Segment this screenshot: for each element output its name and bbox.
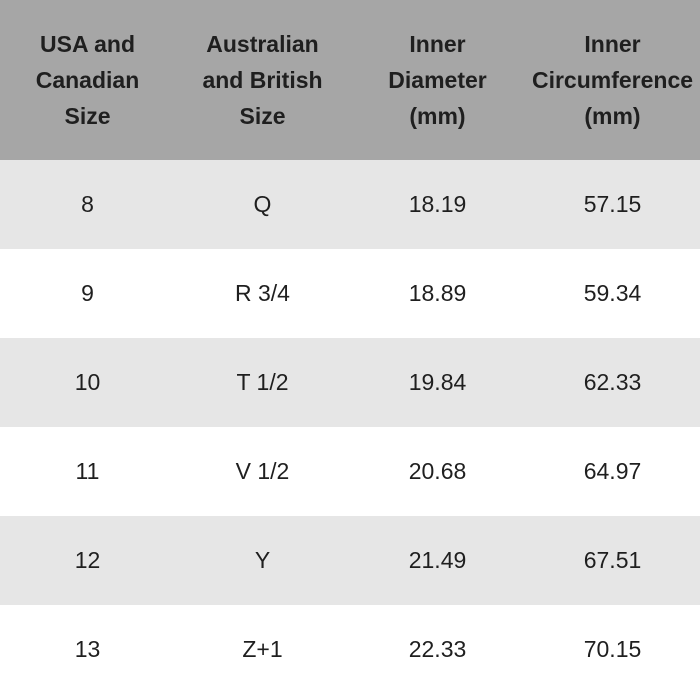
- cell-au-size: Y: [254, 547, 271, 573]
- header-inner-circumference: Inner Circumference (mm): [525, 0, 700, 160]
- cell-inner-circumference: 64.97: [583, 458, 642, 484]
- cell-inner-diameter: 22.33: [408, 636, 467, 662]
- cell-inner-diameter: 18.89: [408, 280, 467, 306]
- header-line: Inner: [584, 31, 641, 57]
- header-line: Circumference: [531, 67, 694, 93]
- cell-inner-circumference: 67.51: [583, 547, 642, 573]
- header-australian-british-size: Australian and British Size: [175, 0, 350, 160]
- cell-inner-diameter: 19.84: [408, 369, 467, 395]
- cell-inner-circumference: 57.15: [583, 191, 642, 217]
- cell-au-size: T 1/2: [236, 369, 289, 395]
- header-line: USA and: [40, 31, 135, 57]
- table-row: 10 T 1/2 19.84 62.33: [0, 338, 700, 427]
- cell-inner-diameter: 20.68: [408, 458, 467, 484]
- header-line: Size: [239, 103, 286, 129]
- header-line: (mm): [584, 103, 641, 129]
- cell-usa-size: 8: [81, 191, 94, 217]
- cell-inner-diameter: 18.19: [408, 191, 467, 217]
- cell-usa-size: 9: [81, 280, 94, 306]
- header-usa-canadian-size: USA and Canadian Size: [0, 0, 175, 160]
- table-row: 13 Z+1 22.33 70.15: [0, 605, 700, 694]
- table-header-row: USA and Canadian Size Australian and Bri…: [0, 0, 700, 160]
- cell-au-size: V 1/2: [235, 458, 290, 484]
- header-line: Australian: [206, 31, 319, 57]
- header-line: (mm): [409, 103, 466, 129]
- cell-au-size: R 3/4: [235, 280, 290, 306]
- cell-usa-size: 11: [75, 458, 100, 484]
- table-row: 11 V 1/2 20.68 64.97: [0, 427, 700, 516]
- header-inner-diameter: Inner Diameter (mm): [350, 0, 525, 160]
- header-line: Diameter: [388, 67, 487, 93]
- header-line: Size: [64, 103, 111, 129]
- cell-inner-circumference: 59.34: [583, 280, 642, 306]
- cell-usa-size: 10: [74, 369, 101, 395]
- header-line: Inner: [409, 31, 466, 57]
- table-row: 12 Y 21.49 67.51: [0, 516, 700, 605]
- cell-usa-size: 13: [74, 636, 101, 662]
- header-line: Canadian: [35, 67, 140, 93]
- cell-inner-diameter: 21.49: [408, 547, 467, 573]
- cell-inner-circumference: 70.15: [583, 636, 642, 662]
- cell-usa-size: 12: [74, 547, 101, 573]
- cell-au-size: Q: [253, 191, 272, 217]
- table-row: 9 R 3/4 18.89 59.34: [0, 249, 700, 338]
- cell-au-size: Z+1: [242, 636, 283, 662]
- table-row: 8 Q 18.19 57.15: [0, 160, 700, 249]
- cell-inner-circumference: 62.33: [583, 369, 642, 395]
- header-line: and British: [202, 67, 323, 93]
